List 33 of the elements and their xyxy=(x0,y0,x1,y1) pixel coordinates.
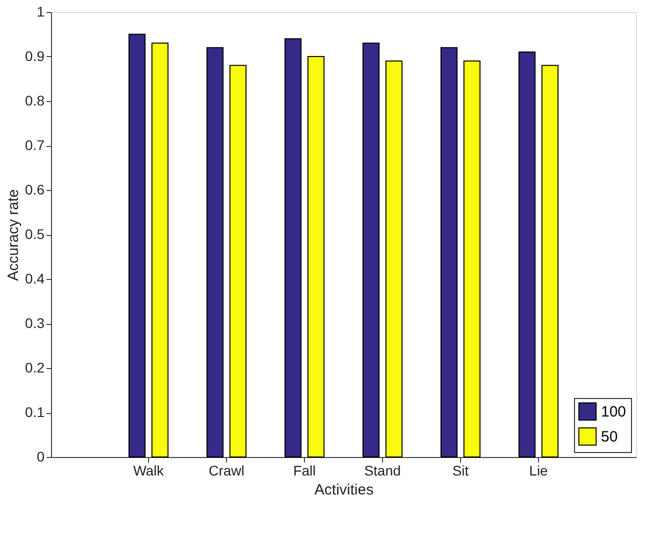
bar xyxy=(440,47,458,458)
y-tick-label: 0.7 xyxy=(25,137,45,153)
y-tick-label: 0.4 xyxy=(25,270,45,286)
bar xyxy=(385,60,402,458)
y-tick-label: 0 xyxy=(36,448,45,464)
x-tick-label: Sit xyxy=(452,462,469,478)
y-tick-label: 0.9 xyxy=(25,48,45,64)
x-axis-title: Activities xyxy=(314,482,374,498)
y-tick-label: 1 xyxy=(36,4,45,20)
bar xyxy=(307,56,324,458)
bar xyxy=(362,42,380,458)
bar xyxy=(206,47,224,458)
bar xyxy=(151,42,168,458)
bar xyxy=(229,64,246,458)
y-tick-label: 0.2 xyxy=(25,360,45,376)
x-tick-label: Lie xyxy=(529,462,548,478)
y-tick-label: 0.1 xyxy=(25,404,45,420)
bar xyxy=(518,52,536,458)
y-axis-title: Accuracy rate xyxy=(5,189,22,281)
bar xyxy=(284,38,302,458)
y-tick-label: 0.8 xyxy=(25,92,45,108)
bar xyxy=(128,34,146,458)
bar xyxy=(463,60,480,458)
x-tick-label: Crawl xyxy=(208,462,244,478)
x-tick-label: Stand xyxy=(364,462,401,478)
y-tick-label: 0.3 xyxy=(25,315,45,331)
x-tick-label: Fall xyxy=(293,462,316,478)
y-tick-label: 0.5 xyxy=(25,226,45,242)
legend-label: 100 xyxy=(601,404,626,420)
y-tick-label: 0.6 xyxy=(25,182,45,198)
x-tick-label: Walk xyxy=(133,462,165,478)
bar xyxy=(541,64,558,458)
legend-label: 50 xyxy=(601,428,618,446)
